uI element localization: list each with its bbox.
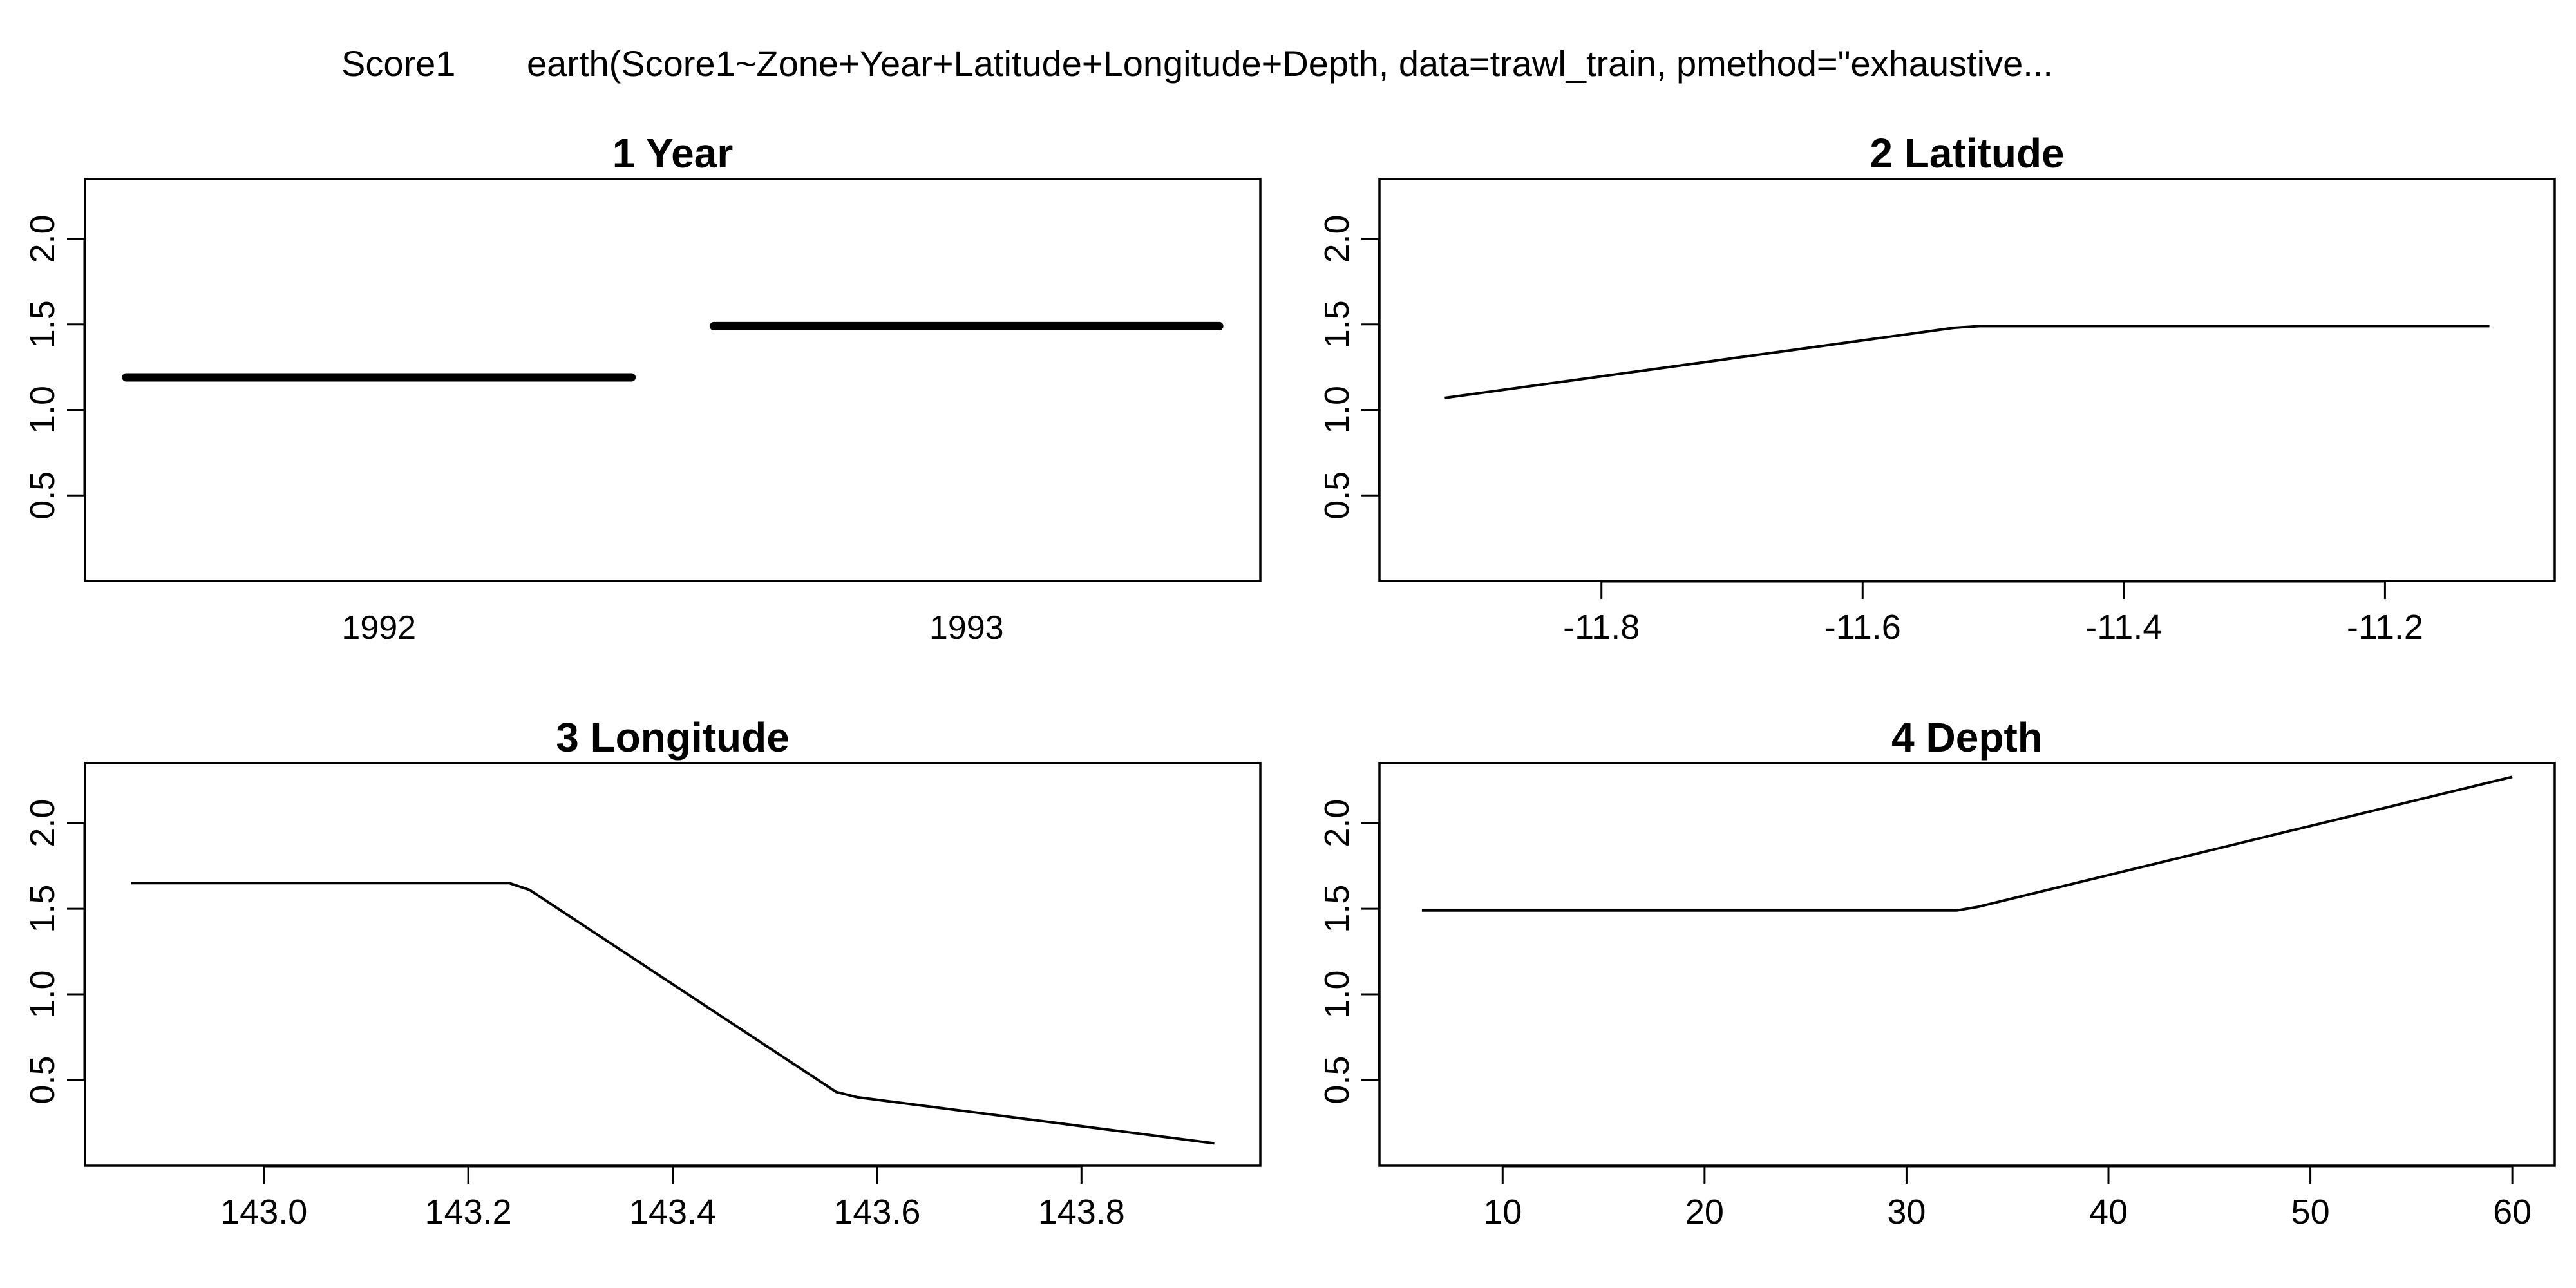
year-panel-title: 1 Year <box>612 130 733 176</box>
latitude-xtick-label: -11.4 <box>2085 608 2162 647</box>
longitude-ytick-label: 1.0 <box>23 971 62 1019</box>
panel-year: 1 Year 0.5 1.0 1.5 2.0 1992 1993 <box>23 130 1262 647</box>
latitude-xtick-label: -11.2 <box>2347 608 2423 647</box>
depth-plot-frame <box>1378 762 2556 1167</box>
longitude-plot-frame <box>84 762 1262 1167</box>
latitude-xtick-label: -11.6 <box>1824 608 1901 647</box>
year-ytick-label: 1.5 <box>23 300 62 348</box>
depth-xtick-label: 50 <box>2291 1193 2330 1231</box>
latitude-ytick-label: 1.0 <box>1318 386 1356 434</box>
depth-xtick-label: 10 <box>1483 1193 1522 1231</box>
longitude-ytick-label: 0.5 <box>23 1056 62 1104</box>
latitude-response-line <box>1444 325 2490 399</box>
depth-xtick-label: 40 <box>2089 1193 2128 1231</box>
latitude-ytick-label: 2.0 <box>1318 214 1356 263</box>
depth-xtick-label: 20 <box>1685 1193 1724 1231</box>
longitude-panel-title: 3 Longitude <box>556 714 790 761</box>
depth-response-line <box>1421 775 2513 912</box>
depth-ytick-label: 1.0 <box>1318 971 1356 1019</box>
latitude-panel-title: 2 Latitude <box>1870 130 2064 176</box>
latitude-ytick-label: 0.5 <box>1318 471 1356 520</box>
panel-latitude: 2 Latitude 0.5 1.0 1.5 2.0 -11.8 -11.6 -11.4 -11… <box>1318 130 2556 647</box>
depth-ytick-label: 1.5 <box>1318 885 1356 933</box>
longitude-xtick-label: 143.8 <box>1038 1193 1125 1231</box>
model-call-label: earth(Score1~Zone+Year+Latitude+Longitud… <box>527 43 2053 84</box>
longitude-response-line <box>131 882 1215 1145</box>
year-ytick-label: 2.0 <box>23 214 62 263</box>
longitude-xtick-label: 143.0 <box>220 1193 307 1231</box>
latitude-ytick-label: 1.5 <box>1318 300 1356 348</box>
depth-xtick-label: 60 <box>2493 1193 2532 1231</box>
longitude-xtick-label: 143.4 <box>629 1193 716 1231</box>
depth-ytick-label: 2.0 <box>1318 799 1356 848</box>
year-category-label: 1993 <box>929 609 1004 647</box>
longitude-ytick-label: 2.0 <box>23 799 62 848</box>
year-ytick-label: 0.5 <box>23 471 62 520</box>
depth-ytick-label: 0.5 <box>1318 1056 1356 1104</box>
depth-panel-title: 4 Depth <box>1891 714 2043 761</box>
depth-xtick-label: 30 <box>1887 1193 1926 1231</box>
latitude-xtick-label: -11.8 <box>1563 608 1640 647</box>
response-label: Score1 <box>341 43 455 84</box>
year-category-label: 1992 <box>341 609 416 647</box>
longitude-xtick-label: 143.2 <box>425 1193 512 1231</box>
panel-depth: 4 Depth 0.5 1.0 1.5 2.0 10 20 30 40 50 60 <box>1318 714 2556 1231</box>
panel-longitude: 3 Longitude 0.5 1.0 1.5 2.0 143.0 143.2 143.4 14… <box>23 714 1262 1231</box>
year-ytick-label: 1.0 <box>23 386 62 434</box>
longitude-ytick-label: 1.5 <box>23 885 62 933</box>
longitude-xtick-label: 143.6 <box>833 1193 920 1231</box>
latitude-plot-frame <box>1378 178 2556 582</box>
